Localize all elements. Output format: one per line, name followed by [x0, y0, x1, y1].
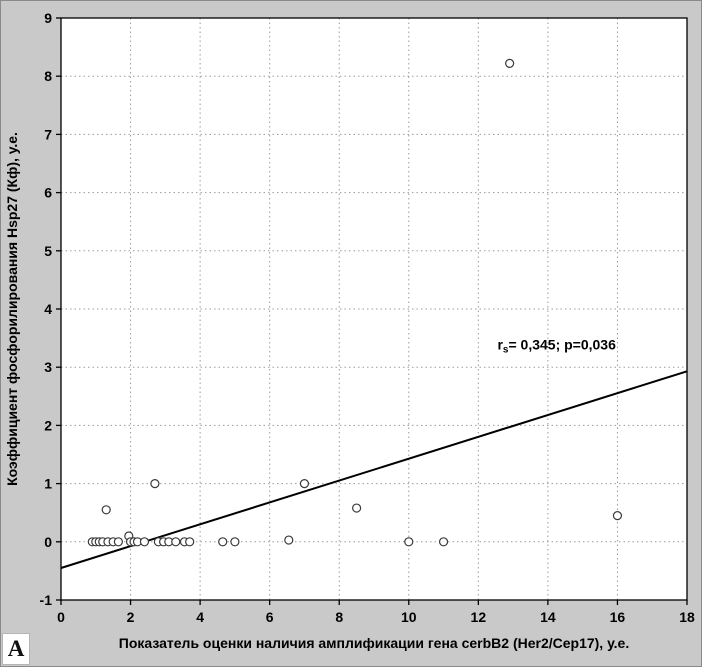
data-point: [505, 58, 515, 68]
data-point: [113, 537, 123, 547]
y-tick-label: 8: [44, 68, 52, 84]
y-tick-label: -1: [40, 592, 53, 608]
y-axis-title: Коэффициент фосфорилирования Hsp27 (Кф),…: [4, 132, 20, 486]
y-tick-label: 3: [44, 359, 52, 375]
y-tick-label: 7: [44, 126, 52, 142]
data-point: [101, 505, 111, 515]
y-tick-label: 1: [44, 476, 52, 492]
trend-line: [60, 370, 688, 569]
correlation-annotation: rs= 0,345; p=0,036: [497, 337, 616, 356]
data-point: [150, 479, 160, 489]
y-tick-label: 9: [44, 10, 52, 26]
x-tick-label: 2: [127, 609, 135, 625]
x-tick-label: 4: [196, 609, 204, 625]
data-point: [352, 503, 362, 513]
x-tick-label: 10: [401, 609, 417, 625]
data-point: [612, 511, 623, 521]
y-tick-label: 2: [44, 417, 52, 433]
data-point: [185, 537, 195, 547]
y-tick-label: 0: [44, 534, 52, 550]
x-tick-label: 16: [610, 609, 626, 625]
data-point: [299, 479, 310, 489]
y-tick-label: 5: [44, 243, 52, 259]
x-tick-label: 12: [471, 609, 487, 625]
x-tick-label: 0: [57, 609, 65, 625]
data-point: [284, 535, 294, 545]
data-point: [438, 537, 449, 547]
data-point: [171, 537, 181, 547]
x-axis-title: Показатель оценки наличия амплификации г…: [119, 635, 629, 651]
data-point: [139, 537, 150, 547]
x-tick-label: 14: [540, 609, 556, 625]
data-point: [218, 537, 228, 547]
panel-letter: А: [2, 633, 30, 665]
data-point: [230, 537, 240, 547]
y-tick-label: 4: [44, 301, 52, 317]
x-tick-label: 6: [266, 609, 274, 625]
x-tick-label: 18: [679, 609, 695, 625]
data-point: [404, 537, 414, 547]
y-tick-label: 6: [44, 185, 52, 201]
x-tick-label: 8: [335, 609, 343, 625]
